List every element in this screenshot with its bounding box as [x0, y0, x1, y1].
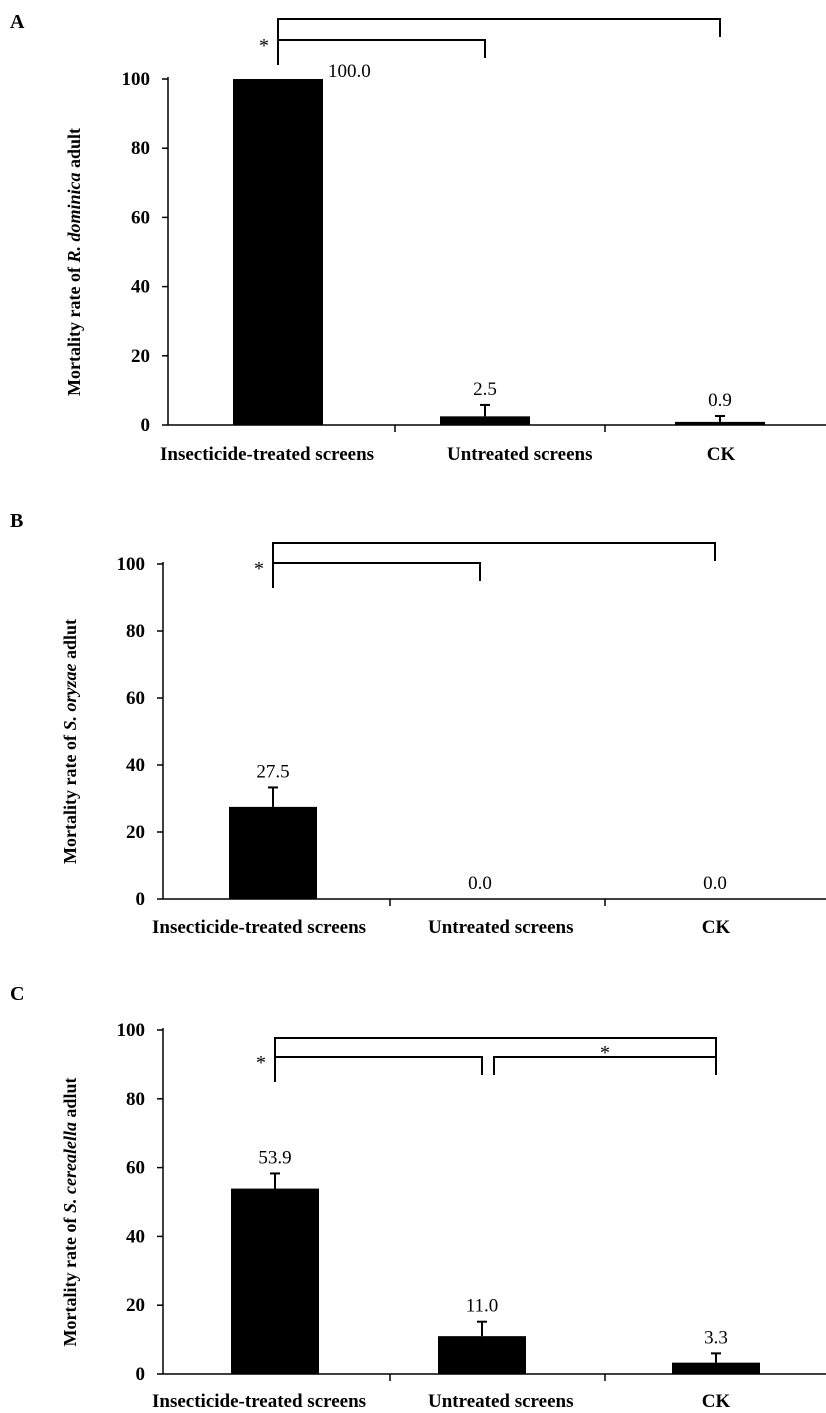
data-label: 3.3 [704, 1327, 728, 1348]
y-axis-label: Mortality rate of S. cerealella adlut [60, 1078, 80, 1347]
bar [231, 1188, 319, 1374]
y-tick-label: 0 [136, 889, 146, 910]
panel-letter: A [10, 11, 25, 33]
category-label: Untreated screens [428, 917, 573, 938]
significance-bracket [274, 1056, 483, 1082]
y-tick-label: 40 [126, 755, 145, 776]
y-axis-label-part: S. oryzae [60, 664, 80, 731]
data-label: 11.0 [466, 1296, 499, 1317]
data-label: 27.5 [256, 761, 289, 782]
data-label: 0.0 [468, 873, 492, 894]
y-axis-label: Mortality rate of S. oryzae adlut [60, 619, 80, 864]
data-label: 0.0 [703, 873, 727, 894]
chart-panel-b: B 0 20 40 60 80 100 27.5 0.0 0.0 Insecticide-treat… [10, 510, 826, 938]
y-tick-label: 80 [126, 1089, 145, 1110]
bar [233, 79, 323, 425]
y-tick-label: 0 [141, 415, 151, 436]
bar [672, 1362, 760, 1374]
significance-bracket [277, 18, 721, 44]
y-axis-label-part: adlut [60, 1078, 80, 1123]
category-label: Insecticide-treated screens [160, 444, 374, 465]
y-tick-label: 60 [126, 1158, 145, 1179]
y-tick-label: 100 [117, 554, 146, 575]
chart-panel-c: C 0 20 40 60 80 100 53.9 11.0 3.3 Insecticide-trea… [10, 983, 826, 1412]
y-axis-label: Mortality rate of R. dominica adult [64, 128, 84, 396]
y-tick-label: 40 [131, 277, 150, 298]
y-tick-label: 20 [126, 822, 145, 843]
significance-star: * [256, 1052, 266, 1074]
y-axis-label-part: R. dominica [64, 173, 84, 264]
y-tick-label: 20 [126, 1295, 145, 1316]
y-axis-label-part: adult [64, 128, 84, 173]
category-label: Untreated screens [447, 444, 592, 465]
y-tick-label: 40 [126, 1226, 145, 1247]
significance-bracket [272, 562, 481, 588]
y-axis-label-part: adlut [60, 619, 80, 664]
y-axis-label-part: Mortality rate of [60, 731, 80, 864]
data-label: 2.5 [473, 379, 497, 400]
panel-letter: B [10, 510, 23, 532]
bar [440, 416, 530, 425]
y-tick-label: 60 [126, 688, 145, 709]
y-axis-label-part: Mortality rate of [64, 263, 84, 396]
significance-star: * [254, 558, 264, 580]
y-tick-label: 80 [126, 621, 145, 642]
bar [438, 1336, 526, 1374]
bar [229, 806, 317, 899]
y-axis-label-part: S. cerealella [60, 1122, 80, 1213]
y-tick-label: 60 [131, 207, 150, 228]
y-tick-label: 80 [131, 138, 150, 159]
significance-star: * [600, 1042, 610, 1064]
category-label: Insecticide-treated screens [152, 917, 366, 938]
data-label: 53.9 [258, 1147, 291, 1168]
category-label: CK [702, 1391, 731, 1412]
y-tick-label: 100 [122, 69, 151, 90]
chart-panel-a: A 0 20 40 60 80 100 100.0 2.5 0.9 Insecticide-trea… [10, 11, 826, 465]
panel-letter: C [10, 983, 24, 1005]
y-tick-label: 20 [131, 346, 150, 367]
y-tick-label: 0 [136, 1364, 146, 1385]
category-label: CK [707, 444, 736, 465]
significance-bracket [274, 1037, 717, 1063]
data-label: 0.9 [708, 390, 732, 411]
significance-bracket [493, 1056, 717, 1075]
significance-star: * [259, 35, 269, 57]
significance-bracket [277, 39, 486, 65]
y-tick-label: 100 [117, 1020, 146, 1041]
bar [675, 421, 765, 425]
category-label: Untreated screens [428, 1391, 573, 1412]
significance-bracket [272, 542, 716, 568]
category-label: Insecticide-treated screens [152, 1391, 366, 1412]
category-label: CK [702, 917, 731, 938]
y-axis-label-part: Mortality rate of [60, 1213, 80, 1346]
data-label: 100.0 [328, 61, 371, 82]
